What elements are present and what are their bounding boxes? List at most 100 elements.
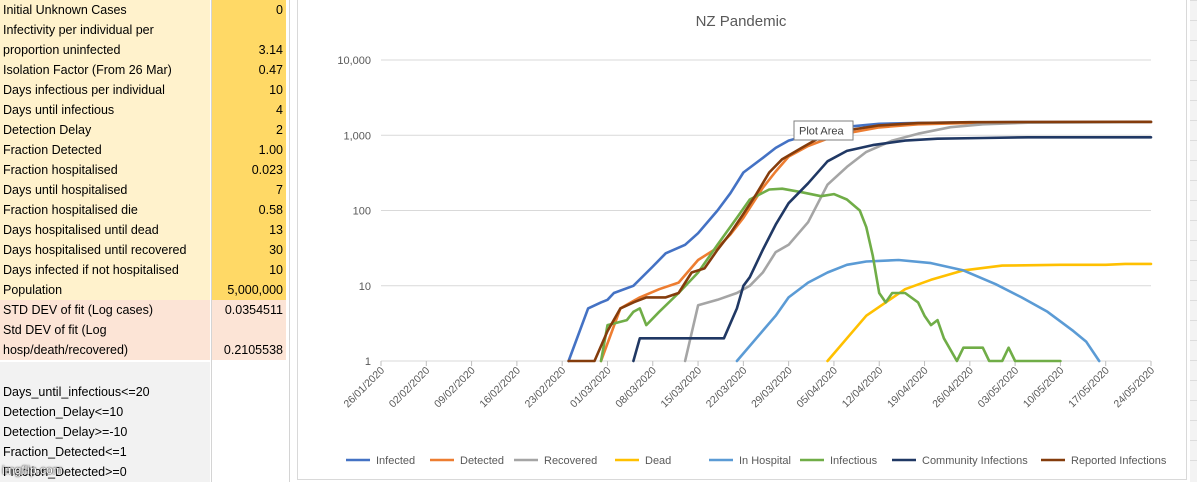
params-label-cell[interactable]: Infectivity per individual per xyxy=(0,20,210,40)
x-tick-label: 02/02/2020 xyxy=(387,365,433,411)
params-label-cell[interactable]: Days infectious per individual xyxy=(0,80,210,100)
params-value-cell[interactable]: 0.023 xyxy=(212,160,286,180)
constraints-value-cell[interactable] xyxy=(212,442,286,462)
params-value-cell[interactable]: 2 xyxy=(212,120,286,140)
series-line-infected xyxy=(567,120,1153,363)
x-tick-label: 10/05/2020 xyxy=(1021,365,1067,411)
params-row: Initial Unknown Cases 0 xyxy=(0,0,290,20)
plot-area-tooltip xyxy=(793,120,854,141)
strip-cell xyxy=(1190,400,1197,421)
params-row: Detection Delay 2 xyxy=(0,120,290,140)
strip-cell xyxy=(1190,340,1197,361)
x-tick-label: 26/04/2020 xyxy=(930,365,976,411)
fit_stats-label-cell[interactable]: hosp/death/recovered) xyxy=(0,340,210,360)
params-value-cell[interactable]: 10 xyxy=(212,80,286,100)
series-line-dead xyxy=(826,262,1153,363)
constraints-value-cell[interactable] xyxy=(212,402,286,422)
constraints-label-cell[interactable] xyxy=(0,362,210,382)
params-value-cell[interactable]: 0.58 xyxy=(212,200,286,220)
sheet-column-divider xyxy=(289,0,290,482)
fit_stats-label-cell[interactable]: Std DEV of fit (Log xyxy=(0,320,210,340)
strip-cell xyxy=(1190,320,1197,341)
params-label-cell[interactable]: proportion uninfected xyxy=(0,40,210,60)
strip-cell xyxy=(1190,220,1197,241)
strip-cell xyxy=(1190,160,1197,181)
constraints-label-cell[interactable]: Detection_Delay>=-10 xyxy=(0,422,210,442)
params-value-cell[interactable] xyxy=(212,20,286,40)
params-value-cell[interactable]: 0.47 xyxy=(212,60,286,80)
fit_stats-value-cell[interactable]: 0.2105538 xyxy=(212,340,286,360)
params-label-cell[interactable]: Days infected if not hospitalised xyxy=(0,260,210,280)
params-label-cell[interactable]: Days until hospitalised xyxy=(0,180,210,200)
legend-entry: Reported Infections xyxy=(1071,455,1167,467)
params-row: Isolation Factor (From 26 Mar) 0.47 xyxy=(0,60,290,80)
constraints-row: Detection_Delay<=10 xyxy=(0,402,290,422)
legend-entry: Infected xyxy=(376,455,415,467)
constraints-value-cell[interactable] xyxy=(212,362,286,382)
fit_stats-value-cell[interactable]: 0.0354511 xyxy=(212,300,286,320)
y-tick-label: 10 xyxy=(359,281,371,293)
strip-cell xyxy=(1190,20,1197,41)
params-value-cell[interactable]: 4 xyxy=(212,100,286,120)
strip-cell xyxy=(1190,40,1197,61)
fit_stats-row: hosp/death/recovered) 0.2105538 xyxy=(0,340,290,360)
chart-area[interactable]: NZ Pandemic 1 10 100 1,000 10,000 26/01/2020 02… xyxy=(297,0,1187,480)
params-row: Days hospitalised until recovered 30 xyxy=(0,240,290,260)
constraints-value-cell[interactable] xyxy=(212,382,286,402)
params-value-cell[interactable]: 5,000,000 xyxy=(212,280,286,300)
x-tick-label: 22/03/2020 xyxy=(704,365,750,411)
params-label-cell[interactable]: Initial Unknown Cases xyxy=(0,0,210,20)
params-value-cell[interactable]: 13 xyxy=(212,220,286,240)
chart-canvas[interactable]: NZ Pandemic 1 10 100 1,000 10,000 26/01/2020 02… xyxy=(298,0,1186,480)
series-line-community-infections xyxy=(632,136,1153,363)
constraints-row xyxy=(0,362,290,382)
strip-cell xyxy=(1190,60,1197,81)
strip-cell xyxy=(1190,300,1197,321)
fit_stats-value-cell[interactable] xyxy=(212,320,286,340)
params-label-cell[interactable]: Population xyxy=(0,280,210,300)
sheet-column-divider xyxy=(211,0,212,482)
params-label-cell[interactable]: Fraction hospitalised xyxy=(0,160,210,180)
params-value-cell[interactable]: 3.14 xyxy=(212,40,286,60)
legend-entry: Infectious xyxy=(830,455,878,467)
legend-entry: Dead xyxy=(645,455,671,467)
params-value-cell[interactable]: 7 xyxy=(212,180,286,200)
params-label-cell[interactable]: Fraction Detected xyxy=(0,140,210,160)
fit_stats-label-cell[interactable]: STD DEV of fit (Log cases) xyxy=(0,300,210,320)
series-line-in-hospital xyxy=(735,258,1101,363)
constraints-row: Days_until_infectious<=20 xyxy=(0,382,290,402)
params-value-cell[interactable]: 30 xyxy=(212,240,286,260)
params-label-cell[interactable]: Detection Delay xyxy=(0,120,210,140)
params-value-cell[interactable]: 0 xyxy=(212,0,286,20)
params-row: Days infectious per individual 10 xyxy=(0,80,290,100)
constraints-label-cell[interactable]: Fraction_Detected>=0 xyxy=(0,462,210,482)
legend-entry: In Hospital xyxy=(739,455,791,467)
chart-title: NZ Pandemic xyxy=(696,13,787,30)
series-line-detected xyxy=(599,120,1153,363)
watermark-text: imgflip.com xyxy=(2,463,63,477)
params-value-cell[interactable]: 10 xyxy=(212,260,286,280)
constraints-label-cell[interactable]: Fraction_Detected<=1 xyxy=(0,442,210,462)
constraints-row: Fraction_Detected>=0 xyxy=(0,462,290,482)
constraints-value-cell[interactable] xyxy=(212,422,286,442)
series-line-reported-infections xyxy=(567,120,1153,363)
params-row: proportion uninfected 3.14 xyxy=(0,40,290,60)
constraints-row: Fraction_Detected<=1 xyxy=(0,442,290,462)
params-label-cell[interactable]: Days hospitalised until dead xyxy=(0,220,210,240)
params-label-cell[interactable]: Days hospitalised until recovered xyxy=(0,240,210,260)
params-value-cell[interactable]: 1.00 xyxy=(212,140,286,160)
params-label-cell[interactable]: Isolation Factor (From 26 Mar) xyxy=(0,60,210,80)
y-tick-label: 1,000 xyxy=(343,130,371,142)
strip-cell xyxy=(1190,240,1197,261)
fit_stats-row: STD DEV of fit (Log cases) 0.0354511 xyxy=(0,300,290,320)
params-label-cell[interactable]: Days until infectious xyxy=(0,100,210,120)
series-line-recovered xyxy=(683,120,1153,363)
params-row: Fraction hospitalised 0.023 xyxy=(0,160,290,180)
constraints-label-cell[interactable]: Days_until_infectious<=20 xyxy=(0,382,210,402)
constraints-label-cell[interactable]: Detection_Delay<=10 xyxy=(0,402,210,422)
constraints-value-cell[interactable] xyxy=(212,462,286,482)
params-label-cell[interactable]: Fraction hospitalised die xyxy=(0,200,210,220)
x-tick-label: 23/02/2020 xyxy=(523,365,569,411)
strip-cell xyxy=(1190,0,1197,21)
params-row: Infectivity per individual per xyxy=(0,20,290,40)
